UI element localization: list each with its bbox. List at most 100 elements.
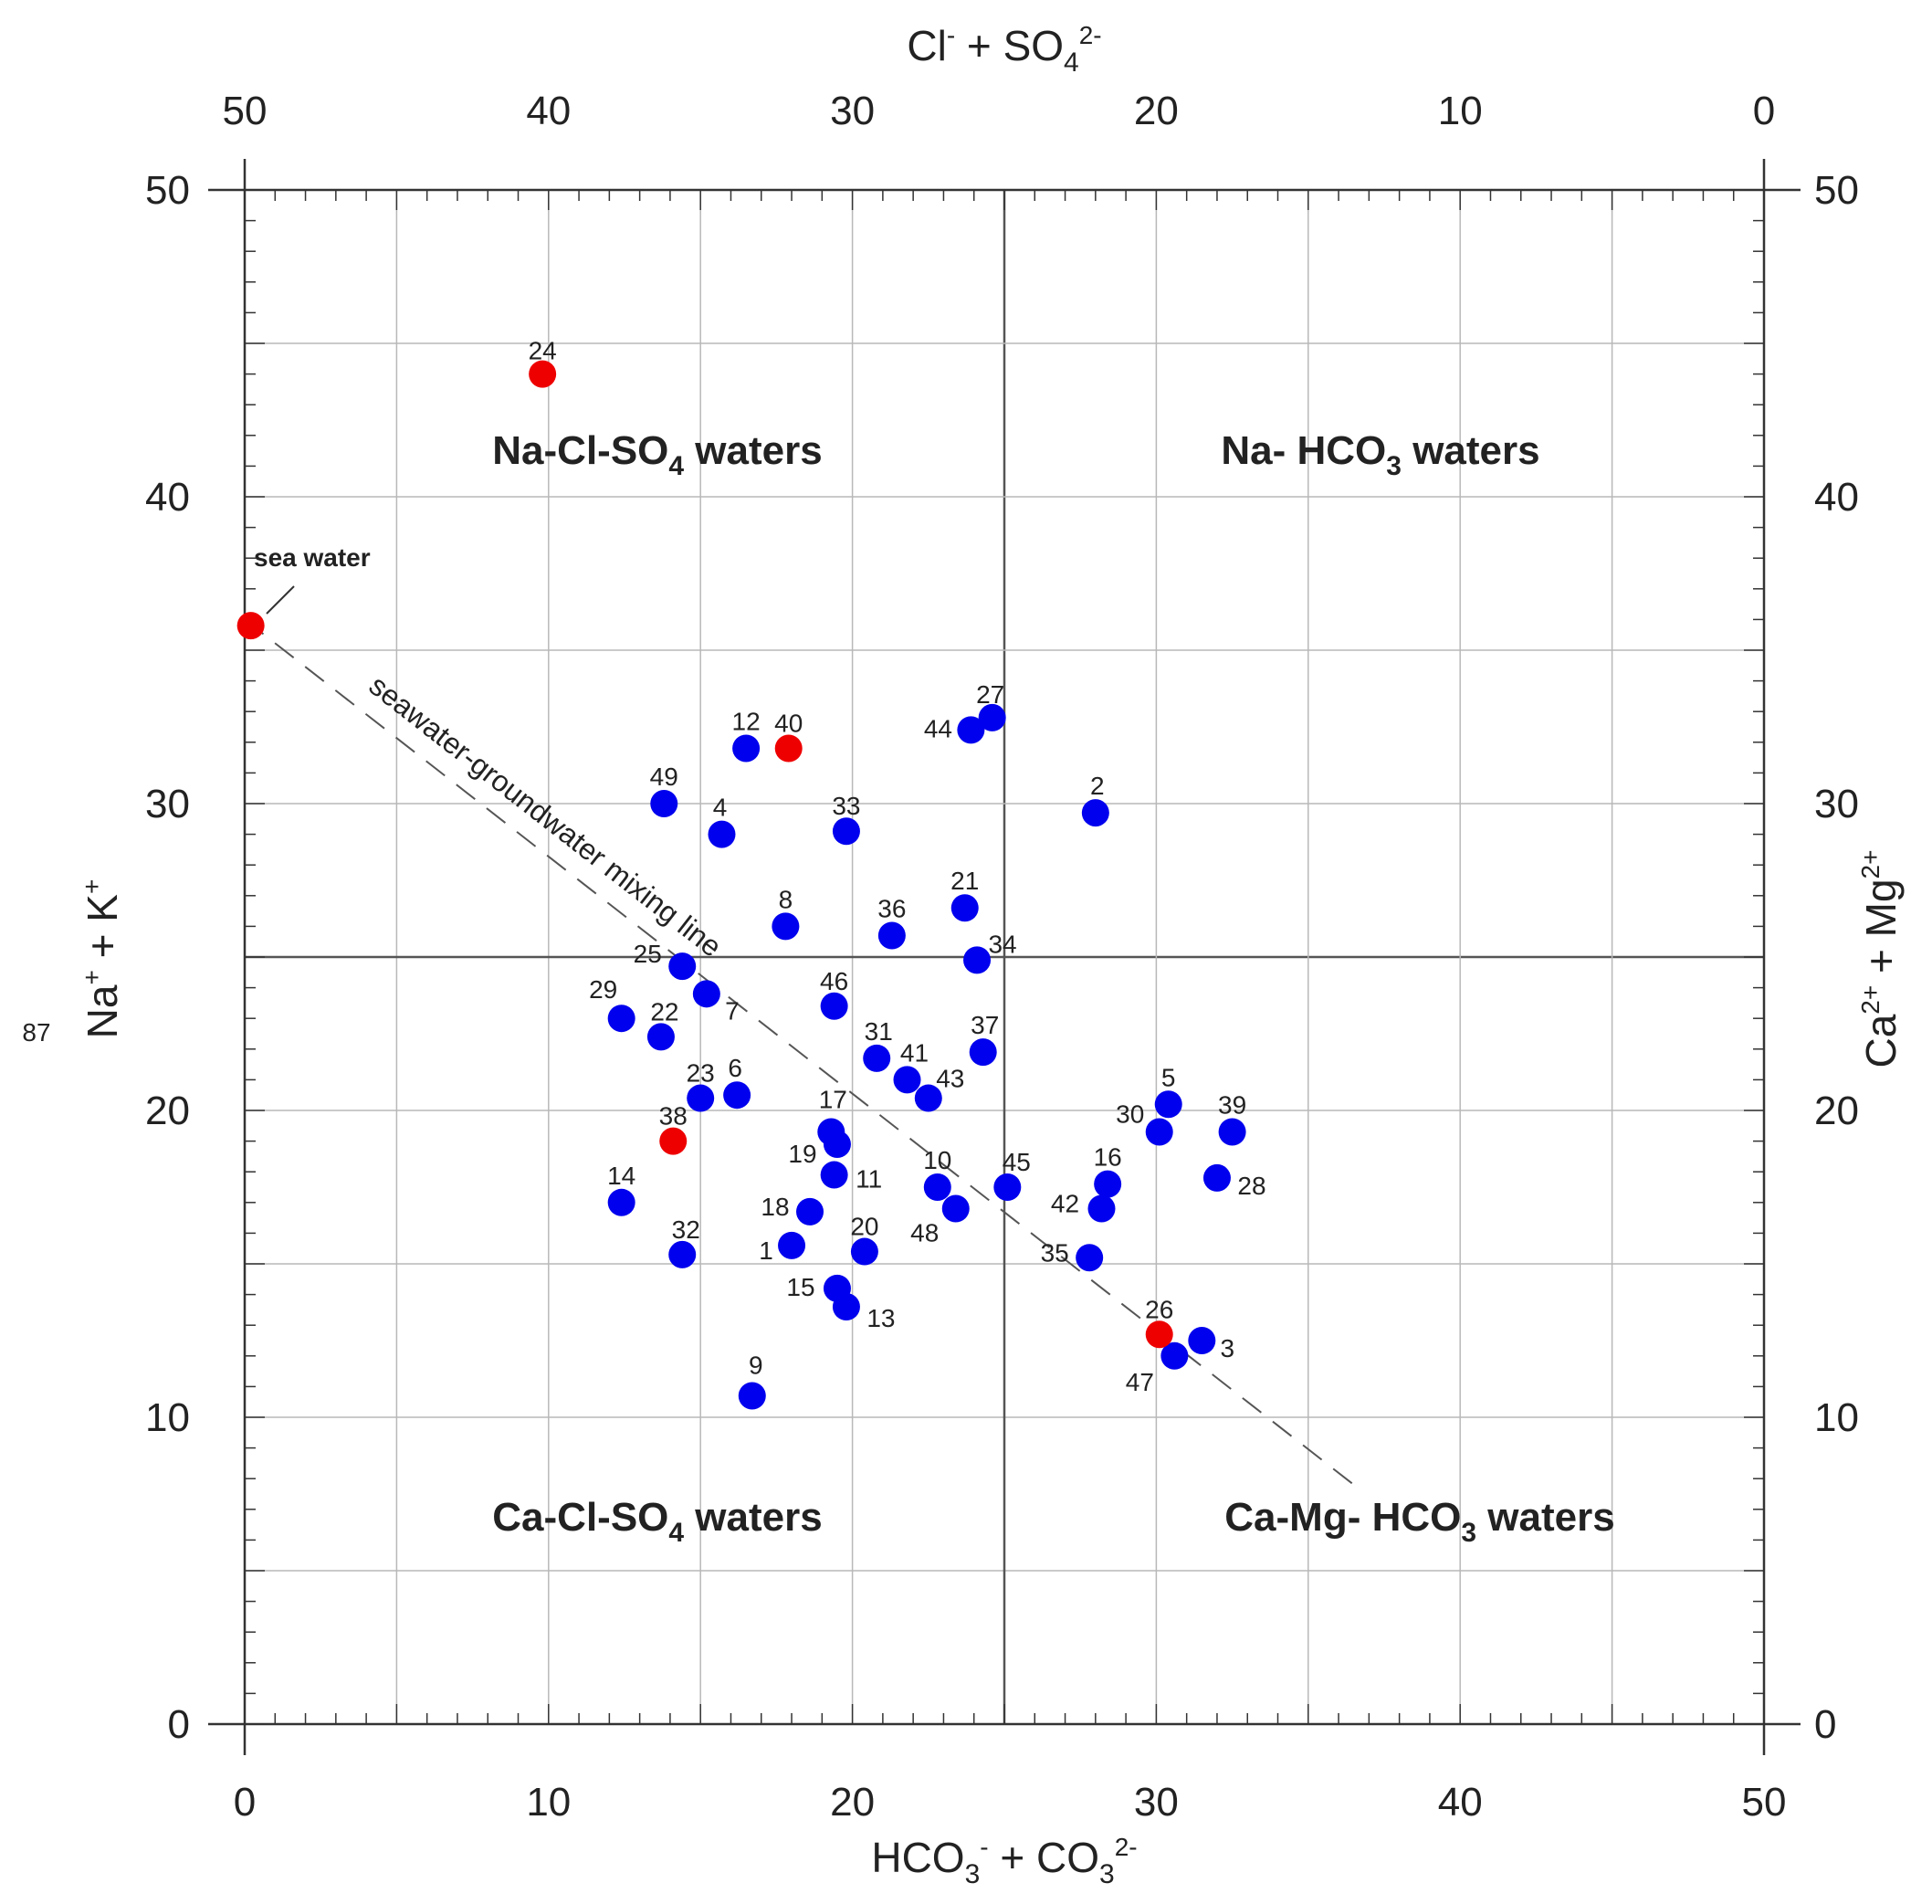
data-point-blue: [877, 921, 906, 950]
data-point-label: 15: [786, 1273, 814, 1301]
data-point-blue: [708, 820, 736, 848]
text-part: Ca-Mg- HCO: [1224, 1495, 1461, 1540]
text-part: Na- HCO: [1221, 428, 1386, 473]
data-point-blue: [668, 952, 697, 981]
data-point-label: 4: [713, 794, 728, 822]
x-bottom-tick-label: 50: [1742, 1780, 1787, 1825]
data-point-blue: [914, 1084, 942, 1112]
text-part: 4: [1064, 47, 1079, 78]
data-point-label: 30: [1116, 1100, 1144, 1129]
y-right-tick-label: 50: [1814, 168, 1859, 213]
data-point-blue: [832, 817, 860, 846]
data-point-blue: [969, 1038, 997, 1067]
data-point-blue: [1154, 1090, 1182, 1119]
data-point-label: 22: [650, 997, 678, 1026]
data-point-blue: [668, 1240, 697, 1268]
y-left-tick-label: 30: [145, 782, 190, 826]
data-point-label: 47: [1126, 1368, 1154, 1396]
x-bottom-tick-label: 30: [1134, 1780, 1179, 1825]
region-na-hco3: Na- HCO3 waters: [1221, 428, 1539, 481]
data-point-label: 25: [634, 940, 662, 968]
axis-layer: [208, 159, 1801, 1755]
text-part: 3: [1386, 451, 1402, 481]
point-layer: [236, 360, 1246, 1410]
data-point-blue: [1188, 1327, 1216, 1354]
y-left-tick-label: 50: [145, 168, 190, 213]
text-part: 4: [668, 1518, 684, 1548]
data-point-label: 16: [1094, 1143, 1122, 1172]
data-point-blue: [796, 1197, 824, 1226]
data-point-label: 48: [910, 1219, 939, 1247]
x-bottom-tick-label: 20: [830, 1780, 875, 1825]
data-point-red: [774, 734, 803, 763]
data-point-label: 36: [877, 894, 906, 922]
data-point-blue: [778, 1231, 806, 1259]
x-top-tick-label: 40: [526, 89, 571, 133]
text-part: 2-: [1079, 21, 1102, 49]
data-point-blue: [893, 1066, 921, 1094]
text-part: Ca-Cl-SO: [492, 1495, 668, 1540]
y-right-tick-label: 40: [1814, 475, 1859, 520]
data-point-label: 5: [1161, 1063, 1176, 1091]
data-point-label: 9: [749, 1351, 763, 1379]
region-na-cl-so4: Na-Cl-SO4 waters: [492, 428, 822, 481]
text-part: Ca: [1857, 1014, 1905, 1068]
data-point-red: [1145, 1320, 1173, 1349]
grid-layer: [245, 190, 1764, 1724]
data-point-blue: [1218, 1118, 1246, 1146]
x-axis-bottom-title: HCO3- + CO32-: [871, 1833, 1137, 1889]
data-point-label: 17: [819, 1086, 847, 1114]
text-part: +: [78, 970, 106, 984]
data-point-label: 10: [923, 1146, 951, 1174]
data-point-blue: [957, 716, 985, 744]
data-point-label: 45: [1003, 1148, 1031, 1176]
data-point-blue: [650, 790, 678, 817]
text-part: + SO: [955, 22, 1064, 69]
x-top-tick-label: 30: [830, 89, 875, 133]
data-point-blue: [646, 1023, 675, 1051]
data-point-label: 14: [607, 1162, 635, 1190]
x-bottom-tick-label: 0: [234, 1780, 256, 1825]
x-top-tick-label: 10: [1438, 89, 1483, 133]
text-part: waters: [684, 1495, 823, 1540]
text-part: -: [947, 21, 955, 49]
data-point-label: 29: [589, 975, 617, 1004]
data-point-label: 6: [728, 1054, 742, 1082]
data-point-blue: [1094, 1170, 1122, 1198]
data-point-blue: [687, 1084, 715, 1112]
data-point-blue: [923, 1173, 951, 1201]
sea-water-leader: [266, 585, 295, 615]
data-point-label: 8: [779, 885, 793, 913]
data-point-blue: [941, 1194, 970, 1223]
data-point-label: 46: [820, 967, 848, 995]
data-point-blue: [772, 912, 800, 941]
sea-water-label: sea water: [254, 543, 371, 572]
data-point-label: 23: [687, 1059, 715, 1088]
data-point-blue: [723, 1081, 751, 1110]
text-part: 2-: [1115, 1833, 1138, 1861]
text-part: Na: [79, 984, 126, 1038]
data-point-label: 43: [936, 1065, 964, 1093]
data-point-label: 19: [788, 1140, 816, 1168]
data-point-blue: [738, 1382, 766, 1410]
data-point-label: 37: [971, 1011, 999, 1039]
data-point-label: 24: [529, 337, 557, 365]
data-point-label: 35: [1041, 1238, 1069, 1267]
data-point-blue: [732, 734, 761, 763]
x-top-tick-label: 20: [1134, 89, 1179, 133]
data-point-label: 34: [988, 930, 1016, 958]
y-right-tick-label: 10: [1814, 1395, 1859, 1440]
data-point-label: 12: [732, 708, 761, 736]
data-point-label: 42: [1051, 1190, 1079, 1218]
data-point-blue: [820, 992, 848, 1020]
text-part: 3: [1461, 1518, 1476, 1548]
data-point-blue: [863, 1044, 891, 1072]
x-top-tick-label: 50: [223, 89, 268, 133]
data-point-blue: [950, 894, 979, 922]
data-point-label: 20: [850, 1213, 878, 1241]
data-point-blue: [607, 1188, 635, 1216]
data-point-blue: [1087, 1194, 1116, 1223]
text-part: waters: [684, 428, 823, 473]
data-point-blue: [692, 980, 720, 1008]
